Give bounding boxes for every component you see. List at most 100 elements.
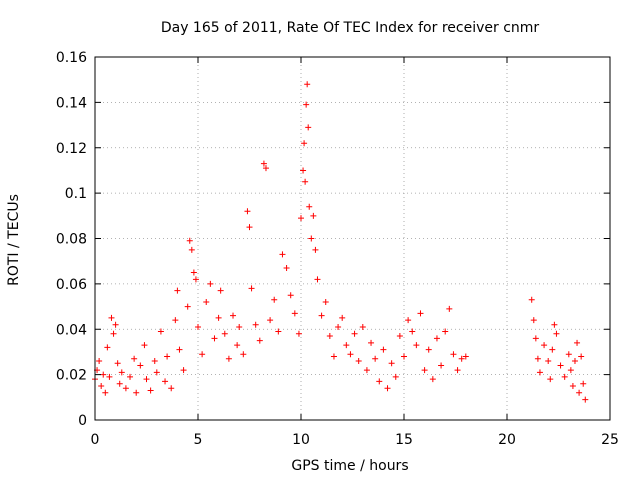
data-point <box>565 351 572 358</box>
data-point <box>442 328 449 335</box>
data-point <box>401 353 407 360</box>
data-point <box>147 387 154 394</box>
data-point <box>186 237 193 244</box>
data-point <box>569 382 576 389</box>
data-point <box>172 317 179 324</box>
data-point <box>567 367 574 374</box>
y-tick-label: 0.12 <box>56 141 87 157</box>
data-point <box>528 296 535 303</box>
y-tick-label: 0.1 <box>65 186 87 202</box>
data-point <box>199 351 206 358</box>
data-point <box>310 212 317 219</box>
data-point <box>322 299 329 306</box>
data-point <box>547 376 554 383</box>
data-point <box>184 303 191 310</box>
data-point <box>225 355 232 362</box>
data-point <box>343 342 350 349</box>
data-point <box>532 335 539 342</box>
data-point <box>306 203 313 210</box>
data-point <box>409 328 416 335</box>
data-point <box>143 376 150 383</box>
data-point <box>308 235 315 242</box>
data-point <box>534 355 541 362</box>
data-point <box>541 342 548 349</box>
data-point <box>217 287 224 294</box>
data-point <box>458 355 465 362</box>
data-point <box>164 353 171 360</box>
data-point <box>190 269 197 276</box>
data-point <box>110 330 117 337</box>
data-point <box>330 353 337 360</box>
data-point <box>355 358 362 365</box>
data-point <box>582 396 589 403</box>
data-point <box>530 317 537 324</box>
data-point <box>335 323 342 330</box>
data-point <box>133 389 140 396</box>
data-point <box>298 215 304 222</box>
data-point <box>561 373 568 380</box>
data-point <box>252 321 259 328</box>
data-point <box>578 353 585 360</box>
data-point <box>262 165 269 172</box>
data-point <box>380 346 387 353</box>
data-point <box>300 167 307 174</box>
data-point <box>368 339 375 346</box>
data-point <box>351 330 358 337</box>
data-point <box>388 360 395 367</box>
y-tick-label: 0.06 <box>56 277 87 293</box>
data-point <box>339 314 346 321</box>
data-point <box>127 373 134 380</box>
data-point <box>236 323 243 330</box>
data-point <box>303 101 310 108</box>
data-point <box>413 342 420 349</box>
data-point <box>363 367 370 374</box>
data-point <box>347 351 354 358</box>
data-point <box>192 276 199 283</box>
data-point <box>260 160 267 167</box>
data-point <box>188 246 195 253</box>
x-axis-label: GPS time / hours <box>291 458 408 474</box>
data-point <box>429 376 436 383</box>
data-point <box>137 362 144 369</box>
data-point <box>122 385 129 392</box>
data-point <box>157 328 164 335</box>
data-point <box>207 280 214 287</box>
data-point <box>421 367 428 374</box>
data-point <box>326 333 333 340</box>
data-point <box>153 369 160 376</box>
data-point <box>318 312 325 319</box>
data-point <box>450 351 457 358</box>
data-point <box>425 346 432 353</box>
data-point <box>98 382 105 389</box>
data-point <box>267 317 274 324</box>
data-point <box>536 369 543 376</box>
data-point <box>180 367 187 374</box>
data-point <box>545 358 552 365</box>
data-point <box>312 246 319 253</box>
x-tick-label: 25 <box>601 432 619 448</box>
data-point <box>112 321 119 328</box>
data-point <box>462 353 469 360</box>
data-point <box>304 81 311 88</box>
data-point <box>314 276 321 283</box>
data-point <box>384 385 391 392</box>
data-point <box>168 385 175 392</box>
data-point <box>96 358 103 365</box>
data-point <box>174 287 181 294</box>
data-point <box>574 339 581 346</box>
data-point <box>301 140 308 147</box>
data-point <box>305 124 312 131</box>
data-point <box>454 367 461 374</box>
data-point <box>114 360 121 367</box>
data-point <box>176 346 183 353</box>
y-tick-label: 0.04 <box>56 322 87 338</box>
data-point <box>446 305 453 312</box>
y-axis-label: ROTI / TECUs <box>6 194 22 286</box>
data-point <box>203 299 210 306</box>
data-point <box>433 335 440 342</box>
data-point <box>118 369 125 376</box>
data-points <box>92 81 589 403</box>
data-point <box>108 314 115 321</box>
